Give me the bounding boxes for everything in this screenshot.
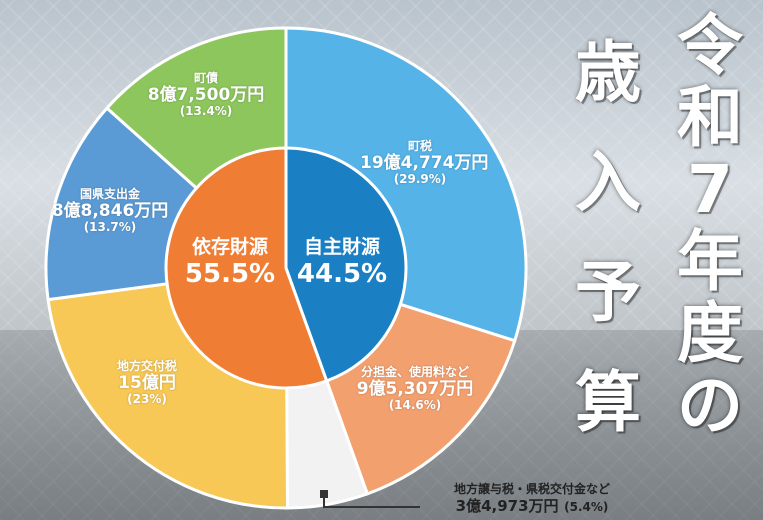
slice-label-town-bonds: 町債 8億7,500万円 (13.4%) [147, 71, 265, 119]
inner-slice-own-revenue [284, 146, 408, 383]
inner-slice-dependent-revenue [164, 146, 329, 390]
slice-label-local-allocation-tax: 地方交付税 15億円 (23%) [116, 359, 177, 407]
slice-label-charges-fees: 分担金、使用料など 9億5,307万円 (14.6%) [356, 365, 474, 413]
slice-label-transfer-taxes: 地方譲与税・県税交付金など 3億4,973万円 (5.4%) [453, 482, 610, 516]
inner-label-dependent-revenue: 依存財源 55.5% [184, 236, 276, 289]
callout-leader-line [323, 494, 420, 508]
slice-label-town-tax: 町税 19億4,774万円 (29.9%) [360, 139, 489, 187]
inner-label-own-revenue: 自主財源 44.5% [296, 236, 388, 289]
slice-label-national-prefectural-subsidies: 国県支出金 8億8,846万円 (13.7%) [51, 187, 169, 235]
